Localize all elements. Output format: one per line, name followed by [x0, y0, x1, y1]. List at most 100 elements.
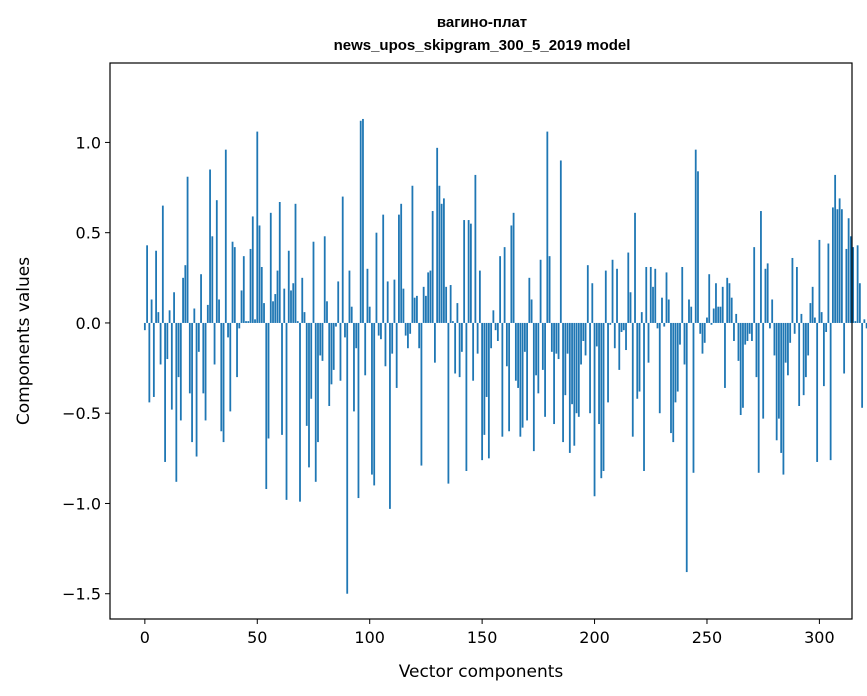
bar	[665, 272, 668, 323]
bar	[775, 322, 778, 441]
bar	[820, 312, 823, 323]
bar	[654, 268, 657, 323]
bar	[467, 220, 470, 323]
bar	[638, 322, 641, 392]
bar	[865, 322, 867, 329]
bar	[843, 322, 846, 374]
bar	[204, 322, 207, 421]
bar	[858, 283, 861, 323]
bar	[726, 277, 729, 323]
bar	[177, 322, 180, 378]
bar	[755, 322, 758, 378]
bar	[404, 322, 407, 336]
y-tick-label: 1.0	[76, 133, 101, 152]
bar	[856, 245, 859, 323]
bar	[658, 322, 661, 414]
x-tick-label: 300	[804, 628, 835, 647]
bar	[577, 322, 580, 417]
bar	[496, 322, 499, 341]
bar	[625, 322, 627, 351]
bar	[690, 306, 693, 323]
bar	[573, 322, 576, 446]
bar	[355, 322, 358, 349]
bar	[508, 322, 511, 432]
bar	[708, 274, 711, 323]
bar	[535, 322, 537, 376]
bar	[607, 322, 609, 403]
bar	[647, 322, 650, 363]
bar	[418, 322, 421, 349]
bar	[290, 290, 292, 323]
bar	[598, 322, 600, 425]
bar	[328, 322, 331, 406]
y-tick-label: 0.5	[76, 224, 101, 243]
bar-series	[143, 118, 867, 594]
bar	[672, 322, 675, 443]
bar	[512, 212, 515, 323]
bar	[640, 312, 643, 323]
bar	[798, 322, 801, 406]
bar	[834, 174, 837, 323]
bar	[227, 322, 229, 338]
bar	[368, 306, 371, 323]
bar	[816, 322, 819, 462]
bar	[164, 322, 166, 462]
bar	[454, 322, 457, 374]
bar	[249, 248, 252, 323]
bar	[685, 322, 688, 573]
bar	[377, 322, 380, 336]
bar	[220, 322, 223, 432]
bar	[281, 322, 283, 435]
bar	[532, 322, 535, 452]
x-tick-label: 250	[692, 628, 723, 647]
bar	[416, 295, 418, 323]
bar	[346, 322, 349, 594]
bar	[840, 209, 843, 323]
bar	[438, 185, 441, 323]
bar	[530, 299, 533, 323]
bar	[674, 322, 677, 403]
bar	[422, 286, 425, 323]
bar	[469, 223, 472, 323]
bar	[440, 203, 443, 323]
bar	[393, 279, 396, 323]
bar	[753, 247, 756, 323]
bar	[434, 322, 436, 363]
bar	[451, 321, 454, 323]
bar	[427, 272, 430, 323]
bar	[863, 319, 866, 323]
bar	[557, 322, 560, 360]
bar	[490, 322, 493, 349]
bar	[778, 322, 780, 419]
bar	[299, 322, 301, 502]
bar	[571, 322, 573, 405]
bar	[254, 319, 256, 323]
bar	[310, 322, 313, 399]
bar	[831, 207, 834, 323]
bar	[362, 118, 364, 323]
bar	[474, 174, 477, 323]
bar	[159, 322, 162, 365]
bar	[269, 212, 272, 323]
bar	[213, 322, 216, 365]
bar	[240, 290, 243, 323]
y-tick-label: −1.5	[62, 585, 101, 604]
bar	[676, 322, 679, 392]
bar	[431, 211, 434, 323]
chart-title-line-2: news_upos_skipgram_300_5_2019 model	[334, 37, 631, 54]
bar	[616, 268, 618, 323]
x-axis-label: Vector components	[399, 662, 564, 682]
bar	[562, 322, 564, 443]
bar	[375, 232, 378, 323]
bar	[186, 176, 189, 323]
bar	[359, 120, 362, 323]
bar	[611, 259, 614, 323]
bar	[447, 322, 450, 484]
bar	[719, 306, 722, 323]
bar	[380, 322, 382, 340]
bar	[553, 322, 555, 425]
bar	[643, 322, 645, 471]
bar	[539, 259, 542, 323]
